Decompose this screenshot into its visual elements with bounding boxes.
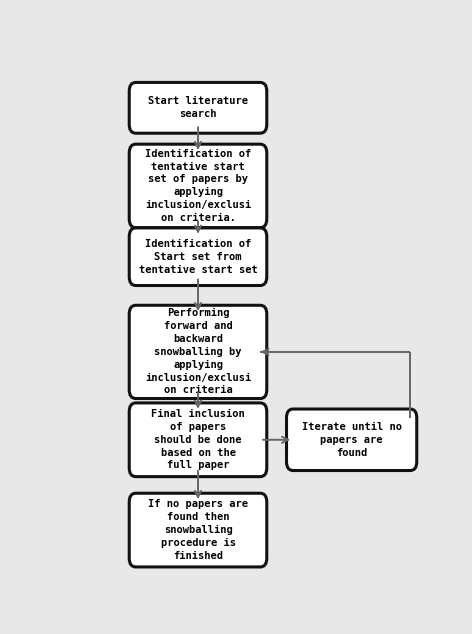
Text: Identification of
tentative start
set of papers by
applying
inclusion/exclusi
on: Identification of tentative start set of…	[145, 149, 251, 223]
FancyBboxPatch shape	[129, 306, 267, 399]
Text: Start literature
search: Start literature search	[148, 96, 248, 119]
Text: If no papers are
found then
snowballing
procedure is
finished: If no papers are found then snowballing …	[148, 500, 248, 560]
FancyBboxPatch shape	[129, 144, 267, 228]
FancyBboxPatch shape	[129, 82, 267, 133]
FancyBboxPatch shape	[129, 403, 267, 477]
Text: Performing
forward and
backward
snowballing by
applying
inclusion/exclusi
on cri: Performing forward and backward snowball…	[145, 309, 251, 396]
Text: Identification of
Start set from
tentative start set: Identification of Start set from tentati…	[139, 239, 257, 275]
FancyBboxPatch shape	[129, 493, 267, 567]
FancyBboxPatch shape	[287, 409, 417, 470]
FancyBboxPatch shape	[129, 228, 267, 285]
Text: Iterate until no
papers are
found: Iterate until no papers are found	[302, 422, 402, 458]
Text: Final inclusion
of papers
should be done
based on the
full paper: Final inclusion of papers should be done…	[151, 409, 245, 470]
